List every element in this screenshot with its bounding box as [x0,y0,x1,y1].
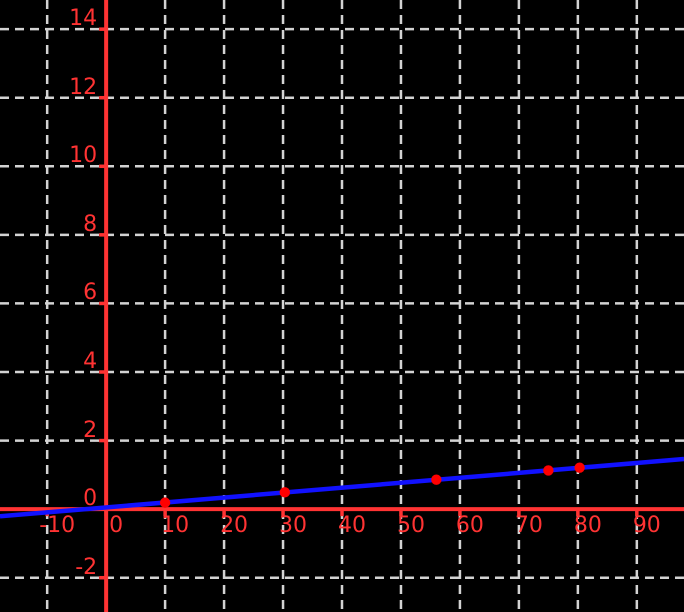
x-tick-label-90: 90 [632,513,661,539]
y-tick-label-12: 12 [69,74,98,100]
y-tick-label-6: 6 [83,280,98,306]
y-tick-label-4: 4 [83,349,98,374]
data-point[interactable] [159,497,171,508]
data-point[interactable] [543,465,554,476]
x-tick-label-30: 30 [279,513,308,539]
x-tick-label-80: 80 [573,513,602,539]
x-tick-label-0: 0 [109,513,124,539]
x-tick-label-10: 10 [161,513,190,539]
fit-line [0,456,684,519]
x-tick-label-40: 40 [338,513,366,539]
x-tick-label--10: -10 [39,513,76,539]
x-tick-label-50: 50 [396,513,425,539]
y-tick-label-10: 10 [69,143,98,169]
y-tick-label-8: 8 [83,211,98,237]
data-point[interactable] [279,487,291,498]
x-tick-label-60: 60 [455,513,484,539]
x-tick-label-70: 70 [514,513,543,539]
x-tick-label-20: 20 [220,513,249,539]
data-point[interactable] [574,462,585,473]
data-point[interactable] [431,474,442,485]
y-tick-label-2: 2 [83,417,98,443]
y-tick-label-0: 0 [83,486,98,512]
y-tick-label--2: -2 [75,554,98,580]
y-tick-label-14: 14 [69,6,98,32]
